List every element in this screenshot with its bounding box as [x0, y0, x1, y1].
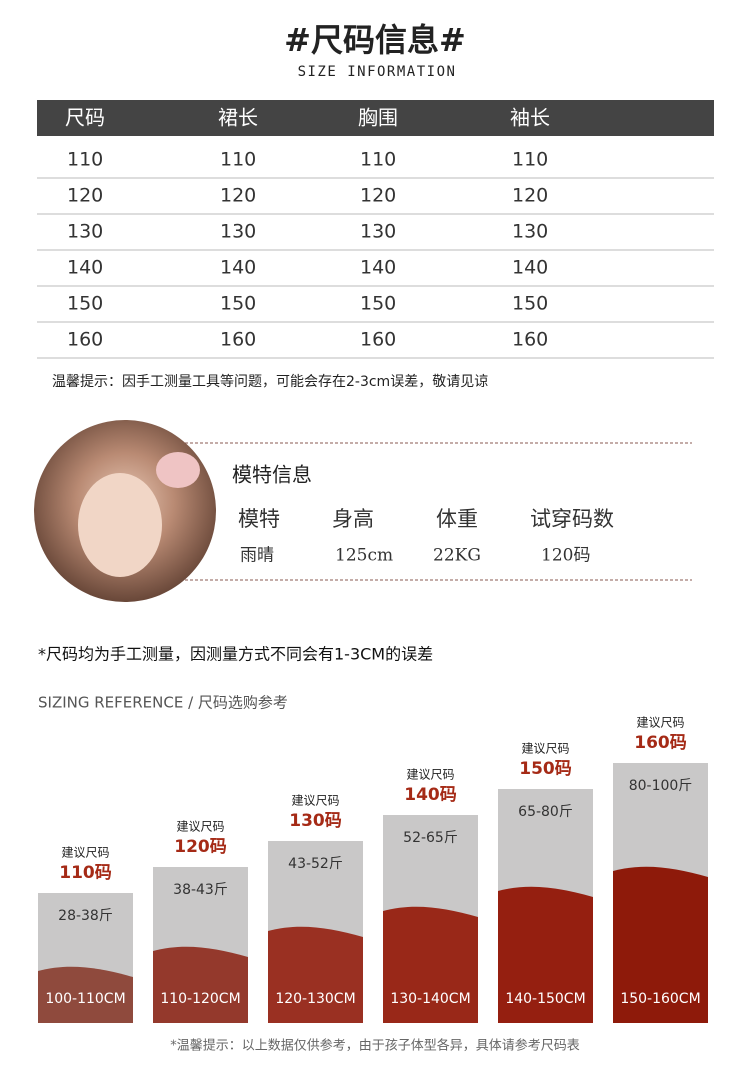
- table-cell: 120: [220, 185, 256, 207]
- suggest-size: 120码: [174, 837, 227, 857]
- model-value: 120码: [541, 546, 590, 566]
- weight-range: 43-52斤: [288, 856, 343, 872]
- table-cell: 130: [220, 221, 256, 243]
- height-band: [268, 926, 363, 1023]
- suggest-label: 建议尺码: [521, 742, 569, 756]
- height-band: [38, 966, 133, 1023]
- hair-flower: [156, 452, 200, 488]
- weight-range: 52-65斤: [403, 830, 458, 846]
- weight-range: 80-100斤: [629, 778, 693, 794]
- height-range: 100-110CM: [45, 991, 125, 1007]
- model-value: 雨晴: [240, 546, 274, 566]
- weight-range: 38-43斤: [173, 882, 228, 898]
- table-cell: 120: [67, 185, 103, 207]
- suggest-label: 建议尺码: [61, 846, 109, 860]
- suggest-label: 建议尺码: [176, 820, 224, 834]
- table-cell: 110: [220, 149, 256, 171]
- table-cell: 160: [220, 329, 256, 351]
- subtitle: SIZE INFORMATION: [298, 64, 457, 80]
- model-value: 22KG: [433, 546, 481, 566]
- table-cell: 140: [360, 257, 396, 279]
- table-cell: 110: [360, 149, 396, 171]
- table-cell: 150: [512, 293, 548, 315]
- height-band: [613, 866, 708, 1023]
- table-cell: 160: [360, 329, 396, 351]
- table-header: 裙长: [218, 106, 258, 130]
- suggest-size: 130码: [289, 811, 342, 831]
- model-value: 125cm: [335, 546, 393, 566]
- model-header: 体重: [436, 507, 478, 531]
- model-title: 模特信息: [232, 463, 312, 487]
- table-cell: 110: [67, 149, 103, 171]
- size-reference: 建议尺码 110码 28-38斤 100-110CM 建议尺码 120码 38-43斤 110…: [38, 716, 708, 1023]
- height-band: [153, 946, 248, 1023]
- table-cell: 150: [360, 293, 396, 315]
- table-cell: 120: [360, 185, 396, 207]
- reference-title: SIZING REFERENCE / 尺码选购参考: [38, 694, 288, 712]
- table-cell: 160: [512, 329, 548, 351]
- model-header: 模特: [238, 507, 280, 531]
- table-cell: 140: [512, 257, 548, 279]
- weight-range: 65-80斤: [518, 804, 573, 820]
- footer-note: *温馨提示：以上数据仅供参考，由于孩子体型各异，具体请参考尺码表: [170, 1038, 580, 1054]
- table-header: 胸围: [358, 106, 398, 130]
- table-header: 袖长: [510, 106, 550, 130]
- table-cell: 160: [67, 329, 103, 351]
- table-cell: 120: [512, 185, 548, 207]
- suggest-size: 160码: [634, 733, 687, 753]
- model-header: 试穿码数: [530, 507, 614, 531]
- title: #尺码信息#: [284, 21, 466, 59]
- table-note: 温馨提示：因手工测量工具等问题，可能会存在2-3cm误差，敬请见谅: [52, 373, 488, 390]
- suggest-label: 建议尺码: [636, 716, 684, 730]
- size-table: 尺码 裙长 胸围 袖长 110 110 110 110 120 120 120 120 130 130 13…: [37, 106, 714, 359]
- height-range: 120-130CM: [275, 991, 355, 1007]
- table-cell: 110: [512, 149, 548, 171]
- height-range: 110-120CM: [160, 991, 240, 1007]
- measure-note: *尺码均为手工测量，因测量方式不同会有1-3CM的误差: [38, 645, 433, 664]
- table-cell: 130: [67, 221, 103, 243]
- table-cell: 130: [512, 221, 548, 243]
- table-cell: 150: [67, 293, 103, 315]
- model-face: [78, 473, 162, 577]
- table-cell: 130: [360, 221, 396, 243]
- height-range: 150-160CM: [620, 991, 700, 1007]
- table-header: 尺码: [65, 106, 105, 130]
- model-header: 身高: [332, 507, 374, 531]
- weight-range: 28-38斤: [58, 908, 113, 924]
- table-cell: 150: [220, 293, 256, 315]
- suggest-size: 150码: [519, 759, 572, 779]
- suggest-label: 建议尺码: [406, 768, 454, 782]
- height-band: [498, 886, 593, 1023]
- suggest-size: 140码: [404, 785, 457, 805]
- height-range: 130-140CM: [390, 991, 470, 1007]
- table-cell: 140: [220, 257, 256, 279]
- table-cell: 140: [67, 257, 103, 279]
- height-range: 140-150CM: [505, 991, 585, 1007]
- height-band: [383, 906, 478, 1023]
- suggest-label: 建议尺码: [291, 794, 339, 808]
- table-header-bar: [37, 100, 714, 136]
- suggest-size: 110码: [59, 863, 112, 883]
